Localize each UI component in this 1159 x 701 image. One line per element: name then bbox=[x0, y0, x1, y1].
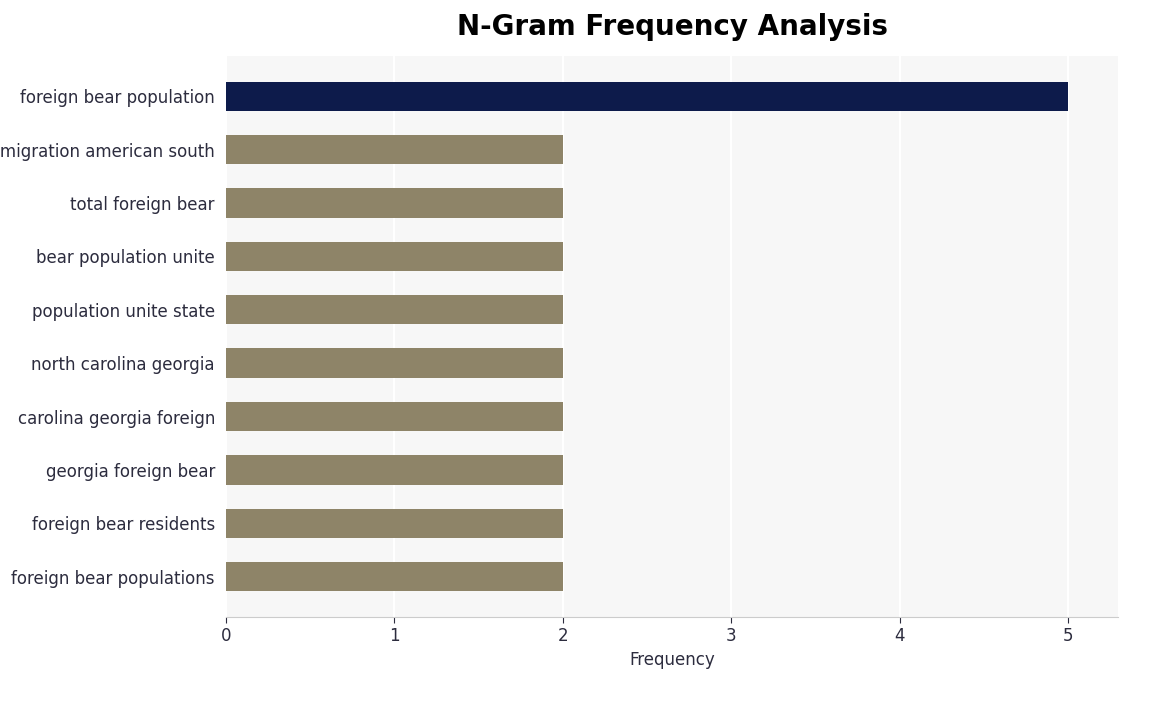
X-axis label: Frequency: Frequency bbox=[629, 651, 715, 669]
Bar bbox=[226, 242, 563, 271]
Bar bbox=[226, 402, 563, 431]
Bar bbox=[226, 135, 563, 164]
Bar bbox=[226, 189, 563, 218]
Bar bbox=[226, 509, 563, 538]
Bar bbox=[226, 81, 1067, 111]
Bar bbox=[226, 455, 563, 484]
Bar bbox=[226, 562, 563, 592]
Title: N-Gram Frequency Analysis: N-Gram Frequency Analysis bbox=[457, 13, 888, 41]
Bar bbox=[226, 295, 563, 325]
Bar bbox=[226, 348, 563, 378]
